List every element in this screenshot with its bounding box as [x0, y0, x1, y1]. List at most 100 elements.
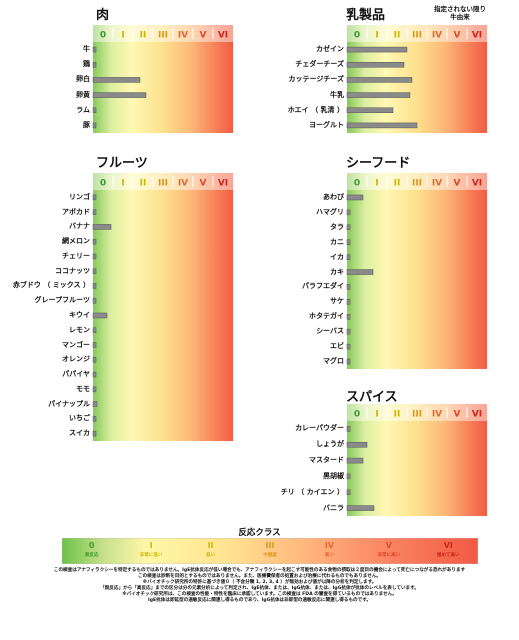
- category-label: グレープフルーツ: [34, 296, 90, 305]
- category-label: しょうが: [316, 440, 344, 449]
- class-header-label: II: [140, 179, 147, 189]
- class-header-label: II: [394, 31, 401, 41]
- legend-item: III 中程度: [240, 538, 299, 564]
- class-header-label: V: [200, 31, 207, 41]
- chart-title-spice: スパイス: [346, 390, 398, 405]
- category-label: バナナ: [69, 222, 90, 231]
- category-label: カゼイン: [316, 45, 344, 54]
- footnote-line: ※バイオチック研究所の特許に基づき値０（ 不含分類 1, 2, 3, 4 ）が無…: [142, 580, 377, 586]
- legend-class-number: V: [385, 541, 392, 550]
- category-label: カッテージチーズ: [288, 75, 344, 84]
- chart-title-meat: 肉: [96, 8, 110, 23]
- data-bar: [92, 122, 97, 129]
- data-bar: [92, 327, 97, 334]
- class-header-label: I: [375, 179, 378, 189]
- legend-title: 反応クラス: [238, 528, 281, 538]
- category-label: マスタード: [309, 456, 344, 465]
- chart-seafood: 0 I II III IV V VI: [346, 173, 487, 369]
- chart-canvas: 0 I II III IV V VI: [346, 25, 487, 133]
- data-bar: [92, 107, 97, 113]
- class-header-label: II: [394, 179, 401, 189]
- class-header-label: III: [412, 179, 422, 189]
- data-bar: [92, 253, 97, 260]
- legend-item: V 非常に高い: [359, 538, 418, 564]
- category-label: ココナッツ: [55, 266, 90, 275]
- data-bar: [346, 254, 351, 260]
- class-header-label: 0: [100, 31, 106, 41]
- data-bar: [92, 283, 97, 289]
- data-bar: [92, 209, 97, 215]
- class-header-label: V: [454, 410, 461, 420]
- data-bar: [346, 358, 351, 365]
- category-label: 網メロン: [62, 237, 90, 246]
- category-label: ハマグリ: [316, 207, 344, 216]
- data-bar: [346, 343, 351, 350]
- legend-class-label: 高い: [324, 553, 334, 558]
- legend-class-label: 極めて高い: [437, 553, 460, 558]
- class-header-label: I: [121, 31, 124, 41]
- data-bar: [346, 442, 368, 448]
- data-bar: [92, 224, 112, 230]
- class-header-label: VI: [472, 31, 482, 41]
- footnote-line: IgE抗体は即延型の過敏反応に関連し得るものであり、IgG抗体は非即型の過敏反応…: [148, 598, 371, 604]
- category-label: 黒胡椒: [323, 471, 344, 480]
- category-label: カレーパウダー: [295, 424, 344, 433]
- category-label: バニラ: [323, 503, 344, 512]
- class-header-label: VI: [472, 179, 482, 189]
- category-label: いちご: [69, 414, 90, 423]
- category-label: モモ: [76, 384, 90, 393]
- data-bar: [92, 238, 97, 245]
- category-label: あわび: [323, 192, 344, 201]
- dairy-source-note: 指定されない限り 牛由来: [434, 5, 486, 21]
- class-header-label: IV: [432, 179, 442, 189]
- legend-item: 0 無反応: [62, 538, 121, 564]
- footnote-line: この検査は診断を目的とするものではありません。また、医療費保者の処置および治療に…: [137, 574, 382, 580]
- class-header-label: 0: [354, 179, 360, 189]
- class-header-label: 0: [100, 179, 106, 189]
- legend-class-label: 低い: [206, 553, 216, 558]
- data-bar: [346, 314, 351, 320]
- chart-meat: 0 I II III IV V VI: [92, 25, 233, 133]
- legend-item: I 非常に低い: [121, 538, 180, 564]
- category-label: チリ （ カイエン ）: [280, 487, 344, 496]
- class-header-label: V: [454, 179, 461, 189]
- class-header-band: [93, 25, 233, 42]
- chart-canvas: 0 I II III IV V VI: [92, 25, 233, 133]
- data-bar: [346, 269, 374, 275]
- footnote-line: 「無反応」から「高反応」までの区分は分の元素分析によって判定され、IgE抗体、ま…: [100, 586, 419, 592]
- data-bar: [346, 62, 405, 68]
- category-label: 卵黄: [76, 90, 90, 99]
- data-bar: [92, 297, 97, 304]
- class-header-label: II: [394, 410, 401, 420]
- data-bar: [346, 284, 351, 290]
- category-label: 赤ブドウ （ ミックス ）: [12, 281, 90, 290]
- legend-item: II 低い: [181, 538, 240, 564]
- data-bar: [346, 473, 351, 480]
- category-label: イカ: [330, 252, 344, 261]
- category-label: チェダーチーズ: [295, 60, 344, 69]
- data-bar: [346, 505, 375, 511]
- chart-canvas: 0 I II III IV V VI: [346, 173, 487, 369]
- class-header-label: V: [200, 179, 207, 189]
- class-header-label: IV: [432, 410, 442, 420]
- class-header-label: I: [375, 410, 378, 420]
- chart-fruit: 0 I II III IV V VI: [92, 173, 233, 441]
- data-bar: [92, 194, 97, 201]
- class-header-label: III: [158, 31, 168, 41]
- class-header-label: V: [454, 31, 461, 41]
- class-header-label: 0: [354, 410, 360, 420]
- class-header-band: [347, 173, 487, 190]
- class-header-label: II: [140, 31, 147, 41]
- class-header-band: [347, 25, 487, 42]
- data-bar: [346, 46, 408, 53]
- category-label: キウイ: [69, 311, 90, 319]
- data-bar: [346, 194, 364, 201]
- data-bar: [92, 401, 98, 407]
- legend-class-label: 無反応: [84, 553, 99, 558]
- class-gradient-background: [93, 173, 233, 441]
- data-bar: [346, 328, 351, 335]
- category-label: 牛: [83, 45, 90, 54]
- legend-item: IV 高い: [300, 538, 359, 564]
- data-bar: [346, 299, 351, 305]
- data-bar: [346, 426, 351, 432]
